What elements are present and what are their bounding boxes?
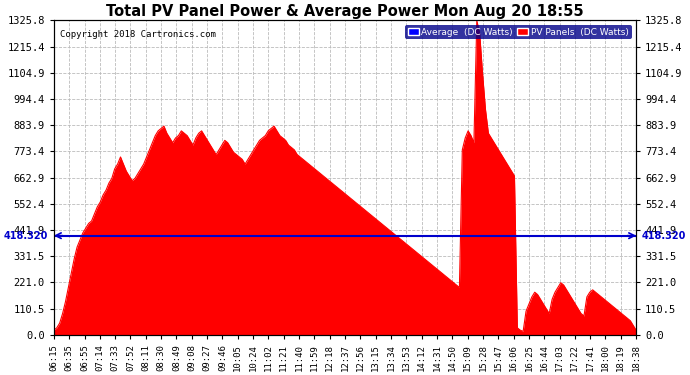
Title: Total PV Panel Power & Average Power Mon Aug 20 18:55: Total PV Panel Power & Average Power Mon… (106, 4, 584, 19)
Text: 418.320: 418.320 (642, 231, 687, 241)
Legend: Average  (DC Watts), PV Panels  (DC Watts): Average (DC Watts), PV Panels (DC Watts) (405, 25, 631, 39)
Text: Copyright 2018 Cartronics.com: Copyright 2018 Cartronics.com (60, 30, 215, 39)
Text: 418.320: 418.320 (3, 231, 48, 241)
